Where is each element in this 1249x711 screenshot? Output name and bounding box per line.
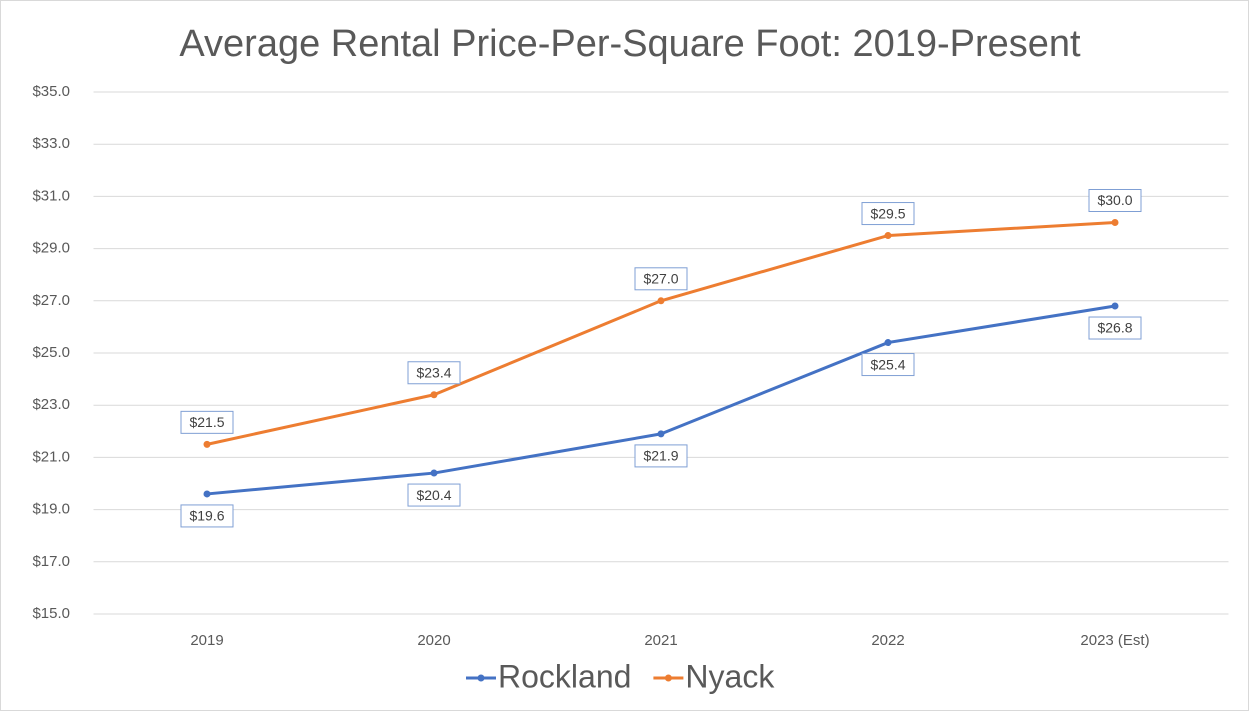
legend-marker (664, 674, 672, 682)
label-box (1088, 189, 1142, 212)
y-tick-label: $15.0 (32, 605, 70, 622)
label-box (634, 267, 688, 291)
data-label: $19.6 (189, 508, 224, 524)
label-box (1088, 316, 1142, 340)
x-tick-label: 2020 (417, 632, 450, 649)
chart-title: Average Rental Price-Per-Square Foot: 20… (179, 23, 1081, 65)
point (203, 490, 211, 498)
label-box (407, 483, 461, 507)
data-label: $21.9 (643, 448, 678, 464)
legend-label: Nyack (685, 658, 775, 694)
label-box (861, 202, 915, 226)
y-tick-label: $25.0 (32, 344, 70, 361)
data-label: $26.8 (1097, 320, 1132, 336)
point (884, 232, 892, 240)
data-label: $20.4 (416, 487, 451, 503)
point (657, 297, 665, 305)
label-box (634, 444, 688, 468)
point (657, 430, 665, 438)
point (884, 339, 892, 347)
data-label: $23.4 (416, 364, 451, 380)
x-tick-label: 2023 (Est) (1080, 632, 1149, 649)
x-tick-label: 2019 (190, 632, 223, 649)
legend-label: Rockland (498, 658, 631, 694)
y-tick-label: $23.0 (32, 396, 70, 413)
y-tick-label: $33.0 (32, 135, 70, 152)
data-label: $29.5 (870, 205, 905, 221)
label-box (180, 504, 234, 528)
data-label: $25.4 (870, 356, 905, 372)
x-tick-label: 2022 (871, 632, 904, 649)
point (1111, 302, 1119, 310)
point (430, 391, 438, 399)
data-label: $30.0 (1097, 192, 1132, 208)
y-tick-label: $27.0 (32, 292, 70, 309)
y-tick-label: $17.0 (32, 553, 70, 570)
label-box (180, 410, 234, 434)
data-label: $27.0 (643, 271, 678, 287)
data-label: $21.5 (189, 414, 224, 430)
point (1111, 219, 1119, 226)
y-tick-label: $19.0 (32, 501, 70, 518)
point (203, 440, 211, 448)
y-tick-label: $31.0 (32, 187, 70, 204)
label-box (861, 353, 915, 377)
legend-marker (477, 674, 485, 682)
y-tick-label: $29.0 (32, 240, 70, 257)
x-tick-label: 2021 (644, 632, 677, 649)
label-box (407, 361, 461, 385)
y-tick-label: $21.0 (32, 448, 70, 465)
y-tick-label: $35.0 (32, 83, 70, 100)
point (430, 469, 438, 477)
